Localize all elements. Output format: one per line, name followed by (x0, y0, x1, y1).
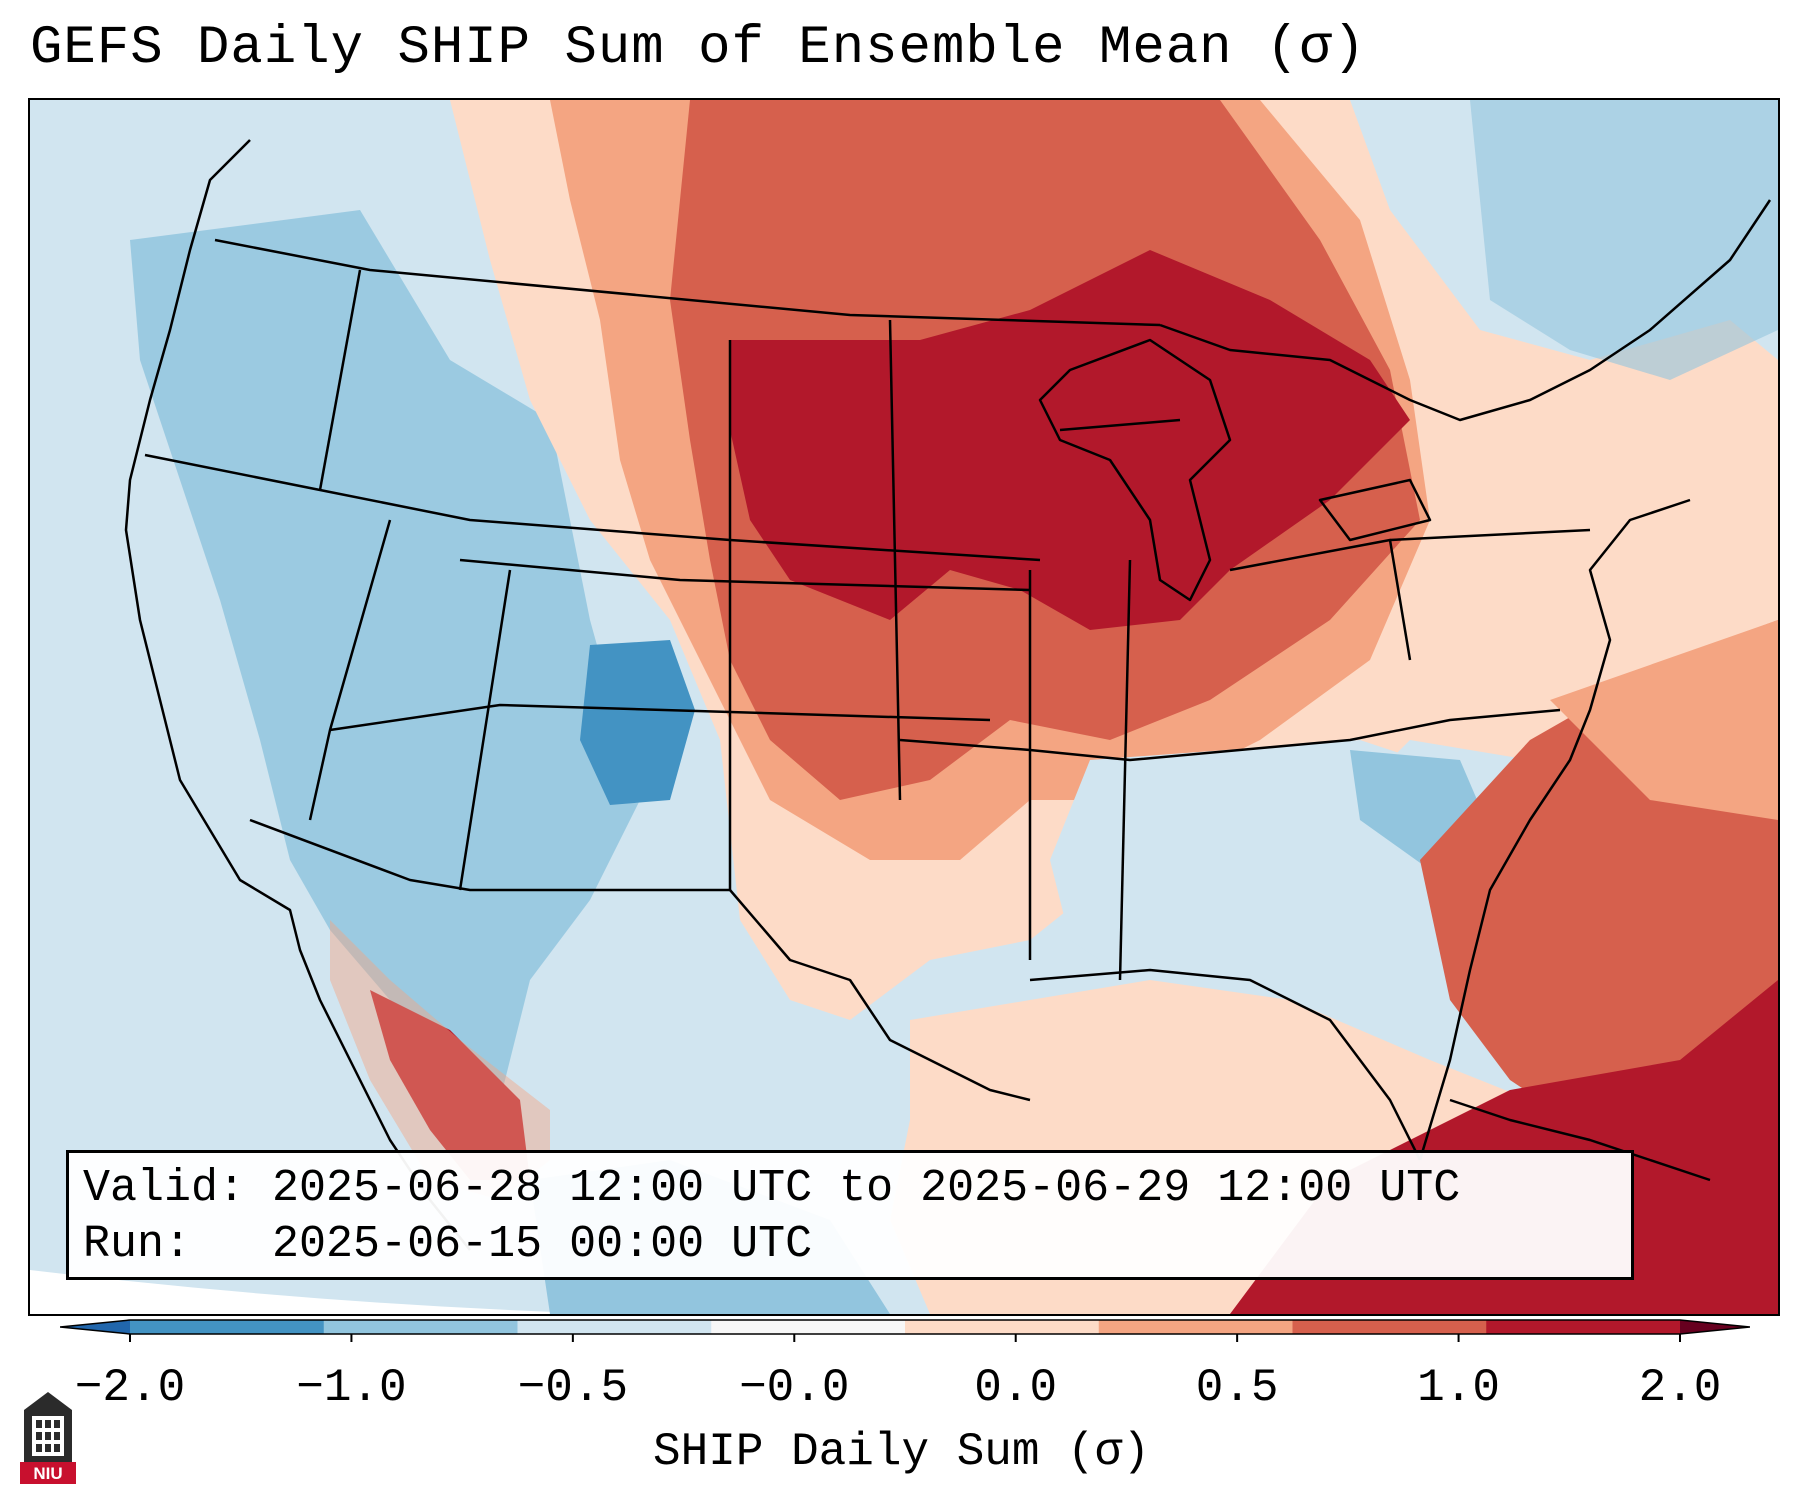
region-great-basin (130, 210, 640, 1120)
colorbar-bin (905, 1320, 1100, 1334)
southern-mid-boundary (899, 708, 1561, 762)
az-nm-border (458, 569, 512, 891)
colorbar-extend-low (60, 1320, 130, 1334)
map-title: GEFS Daily SHIP Sum of Ensemble Mean (σ) (30, 18, 1367, 79)
colorbar-tick-label: −2.0 (74, 1362, 186, 1414)
south-tier-boundary (329, 703, 991, 732)
rio-grande (729, 889, 1031, 1102)
gulf-coast (1029, 968, 1422, 1161)
forecast-map (30, 100, 1778, 1314)
region-northwest-mexico (370, 990, 530, 1180)
mexico-border (249, 818, 730, 892)
lake-superior (1059, 418, 1181, 432)
colorbar-bin (711, 1320, 906, 1334)
run-value: 2025-06-15 00:00 UTC (272, 1219, 813, 1270)
colorbar-bin (517, 1320, 712, 1334)
colorbar-bin (1486, 1320, 1681, 1334)
niu-logo-text: NIU (33, 1464, 62, 1483)
colorbar-ticks (129, 1334, 1681, 1342)
region-colorado-rockies (580, 640, 695, 805)
region-upper-midwest-great-lakes (730, 250, 1410, 630)
region-sonora (330, 920, 550, 1200)
colorbar-bin (1292, 1320, 1487, 1334)
north-tier-boundary (144, 453, 1041, 562)
id-wa-border (318, 269, 362, 491)
ny-pa-boundary (1389, 528, 1591, 542)
region-quebec (1470, 100, 1778, 380)
valid-value: 2025-06-28 12:00 UTC to 2025-06-29 12:00… (272, 1163, 1461, 1214)
colorbar-tick-label: 2.0 (1638, 1362, 1722, 1414)
lake-erie-ontario (1318, 478, 1432, 542)
map-panel (28, 98, 1780, 1316)
nv-border (308, 519, 392, 821)
cuba-outline (1449, 1098, 1711, 1182)
colorbar (60, 1319, 1750, 1342)
niu-logo: NIU (20, 1392, 76, 1484)
al-ga-boundary (1118, 559, 1132, 981)
colorbar-bins (130, 1320, 1681, 1334)
plains-mid-border (888, 319, 902, 801)
colorbar-tick-label: 0.5 (1195, 1362, 1279, 1414)
canada-border-west (214, 238, 1161, 327)
colorbar-extend-high (1680, 1320, 1750, 1334)
colorbar-bin (130, 1320, 325, 1334)
region-atlantic-salmon (1550, 620, 1778, 820)
colorbar-tick-label: −1.0 (296, 1362, 407, 1414)
valid-label: Valid: (83, 1163, 246, 1214)
projection-edge-sw (30, 1270, 1030, 1314)
run-label: Run: (83, 1219, 192, 1270)
west-coast (124, 139, 471, 1251)
state-boundaries (124, 139, 1772, 1251)
colorbar-tick-label: −0.0 (739, 1362, 850, 1414)
colorbar-tick-label: 1.0 (1417, 1362, 1500, 1414)
canada-border-east (1159, 199, 1772, 422)
lake-michigan-huron (1038, 338, 1232, 602)
colorbar-outline (60, 1319, 1750, 1335)
colorbar-bin (323, 1320, 518, 1334)
mid-tier-boundary (459, 558, 1031, 592)
colorbar-label: SHIP Daily Sum (σ) (653, 1426, 1150, 1478)
valid-run-info-box: Valid: 2025-06-28 12:00 UTC to 2025-06-2… (66, 1150, 1634, 1280)
colorbar-tick-label: −0.5 (517, 1362, 629, 1414)
colorbar-tick-label: 0.0 (974, 1362, 1058, 1414)
atlantic-coast (1418, 498, 1691, 1161)
colorbar-bin (1098, 1320, 1293, 1334)
